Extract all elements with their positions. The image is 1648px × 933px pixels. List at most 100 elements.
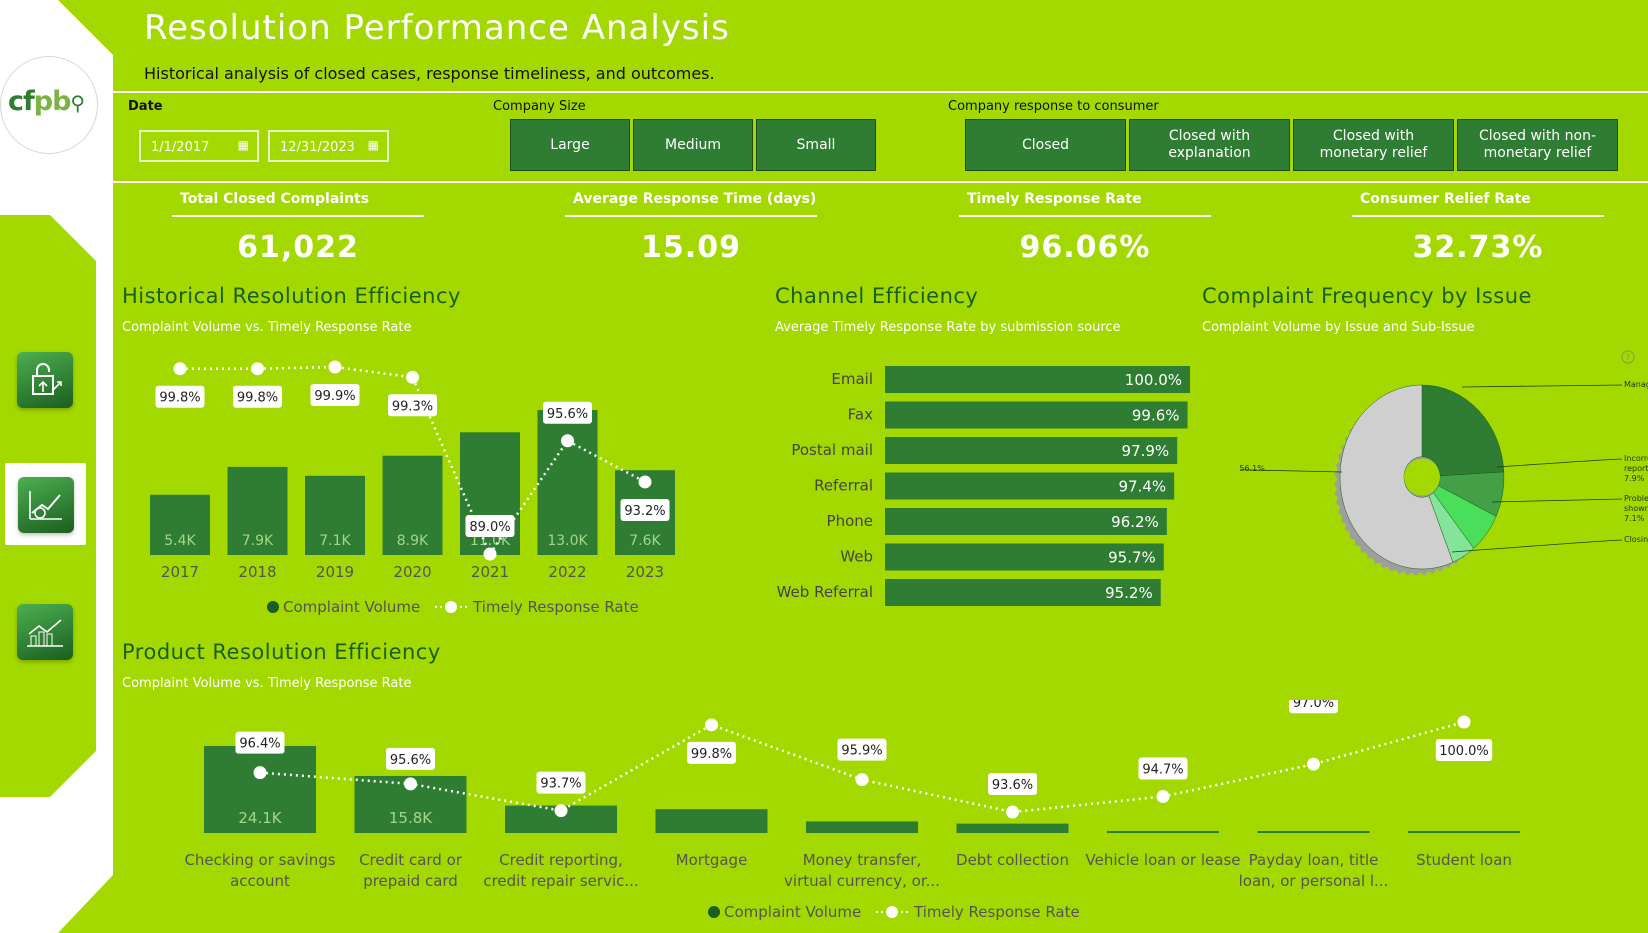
volume-bar (150, 494, 210, 555)
rate-label-box (155, 385, 205, 408)
date-start-field[interactable]: 1/1/2017 ▦ (139, 130, 259, 162)
product-rate-label: 94.7% (1142, 763, 1183, 778)
kpi-underline (172, 215, 424, 217)
product-x-tick-label: virtual currency, or... (784, 872, 940, 890)
slice-label: shown on your statement (1624, 504, 1648, 513)
size-large-button[interactable]: Large (510, 119, 630, 171)
legend-rate-marker (445, 601, 457, 613)
channel-bar (885, 543, 1164, 571)
rate-point (173, 362, 187, 376)
divider (113, 91, 1648, 93)
slice-label: Incorrect information on your (1624, 454, 1648, 463)
product-chart: 24.1K Checking or savings account 15.8K Cred… (184, 700, 1520, 921)
bar-value-label: 7.9K (242, 533, 274, 549)
product-x-tick-label: Payday loan, title (1249, 851, 1379, 869)
response-monetary-button[interactable]: Closed with monetary relief (1293, 119, 1454, 171)
nav-trend-button[interactable] (18, 477, 74, 533)
nav-lock-upload-button[interactable] (17, 352, 73, 408)
lock-upload-icon (32, 363, 62, 395)
donut-slice (1421, 384, 1505, 477)
channel-bar (885, 472, 1175, 500)
rate-label-box (465, 515, 515, 537)
product-rate-label-box (1138, 757, 1188, 780)
product-x-tick-label: Mortgage (676, 851, 748, 869)
channel-value-label: 96.2% (1111, 513, 1159, 531)
channel-bar (885, 579, 1161, 606)
product-volume-bar (655, 809, 768, 833)
rate-point (251, 362, 264, 376)
response-closed-button[interactable]: Closed (965, 119, 1126, 171)
kpi-timely-label: Timely Response Rate (967, 191, 1142, 207)
product-rate-label-box (536, 771, 586, 794)
product-x-tick-label: credit repair servic... (483, 872, 638, 890)
product-x-tick-label: Credit reporting, (499, 851, 623, 869)
nav-bar-chart-button[interactable] (17, 604, 73, 660)
slice-label: Closing an account 4.7% (1624, 535, 1648, 544)
product-rate-label-box (386, 747, 435, 770)
historical-title: Historical Resolution Efficiency (122, 284, 461, 308)
page-subtitle: Historical analysis of closed cases, res… (144, 64, 715, 83)
product-volume-bar (1408, 831, 1520, 833)
x-tick-label: 2017 (161, 563, 199, 581)
product-rate-label: 93.6% (992, 778, 1033, 793)
kpi-relief-value: 32.73% (1412, 230, 1544, 265)
product-x-tick-label: Credit card or (359, 851, 463, 869)
page-title: Resolution Performance Analysis (144, 8, 730, 48)
product-rate-point (554, 804, 568, 818)
product-rate-label-box (837, 738, 887, 761)
slice-label: 7.1% (1624, 514, 1645, 523)
kpi-underline (1352, 215, 1604, 217)
volume-bar (305, 475, 365, 555)
donut-slice (1339, 384, 1454, 570)
issue-title: Complaint Frequency by Issue (1202, 284, 1532, 308)
date-end-field[interactable]: 12/31/2023 ▦ (268, 130, 389, 162)
product-rate-point (1006, 805, 1019, 819)
product-rate-point (1156, 790, 1170, 804)
channel-label: Email (831, 370, 873, 388)
volume-bar (382, 455, 443, 555)
rate-label: 93.2% (624, 504, 665, 519)
product-rate-label: 95.9% (841, 744, 882, 759)
bar-chart-icon (27, 619, 63, 647)
product-x-tick-label: Money transfer, (803, 851, 922, 869)
legend-volume-label: Complaint Volume (724, 903, 861, 921)
size-medium-button[interactable]: Medium (633, 119, 753, 171)
kpi-timely-value: 96.06% (1019, 230, 1151, 265)
product-volume-bar (1257, 831, 1370, 833)
product-rate-label: 93.7% (540, 777, 581, 792)
rate-label-box (310, 384, 360, 406)
product-volume-bar (1107, 831, 1219, 833)
calendar-icon[interactable]: ▦ (237, 138, 249, 152)
response-explanation-button[interactable]: Closed with explanation (1129, 119, 1290, 171)
channel-label: Referral (814, 477, 873, 495)
size-small-button[interactable]: Small (756, 119, 876, 171)
product-volume-bar (956, 823, 1069, 833)
channel-bar (885, 366, 1190, 393)
slice-label: Managing an account 24.1% (1624, 380, 1648, 389)
kpi-total-value: 61,022 (237, 230, 359, 265)
bar-value-label: 7.6K (629, 533, 661, 549)
kpi-underline (959, 215, 1211, 217)
product-rate-label: 97.0% (1293, 700, 1334, 711)
bar-value-label: 8.9K (397, 533, 429, 549)
bar-value-label: 13.0K (547, 533, 588, 549)
product-x-tick-label: Student loan (1416, 851, 1512, 869)
channel-value-label: 99.6% (1132, 407, 1180, 425)
channel-bar (885, 437, 1178, 464)
product-rate-label: 99.8% (691, 747, 732, 762)
calendar-icon[interactable]: ▦ (367, 138, 379, 152)
slice-label: report (1624, 464, 1648, 473)
channel-label: Postal mail (791, 441, 873, 459)
legend-volume-marker (267, 601, 279, 613)
product-rate-label-box (235, 731, 285, 754)
volume-bar (537, 410, 598, 555)
slice-label: Problem with a purchase (1624, 494, 1648, 503)
rate-point (561, 434, 574, 448)
product-volume-bar (806, 821, 918, 833)
rate-label-box (543, 401, 592, 424)
legend-rate-label: Timely Response Rate (913, 903, 1080, 921)
historical-subtitle: Complaint Volume vs. Timely Response Rat… (122, 320, 412, 335)
response-nonmonetary-button[interactable]: Closed with non-monetary relief (1457, 119, 1618, 171)
legend-volume-marker (708, 906, 720, 918)
channel-label: Phone (827, 512, 873, 530)
